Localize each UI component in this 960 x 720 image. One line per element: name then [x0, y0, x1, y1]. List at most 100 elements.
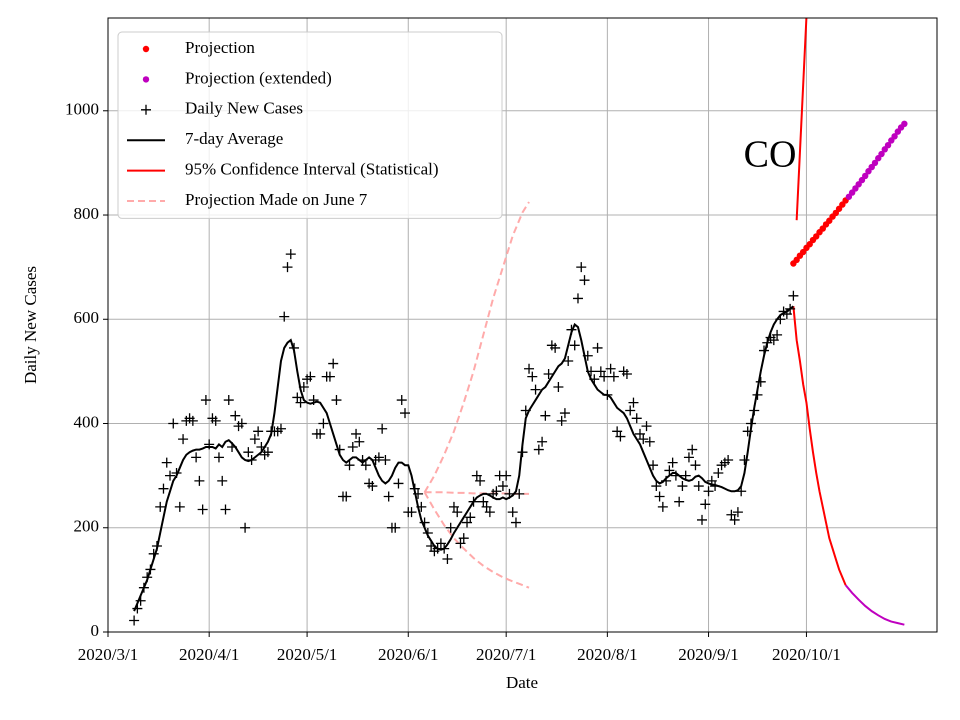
projection-point — [891, 133, 898, 140]
case-point — [628, 397, 639, 408]
case-point — [292, 392, 303, 403]
case-point — [295, 397, 306, 408]
case-point — [458, 533, 469, 544]
case-point — [383, 491, 394, 502]
case-point — [328, 358, 339, 369]
case-point — [138, 582, 149, 593]
case-point — [155, 501, 166, 512]
case-point — [785, 303, 796, 314]
case-point — [745, 418, 756, 429]
case-point — [693, 481, 704, 492]
case-point — [517, 447, 528, 458]
case-point — [191, 452, 202, 463]
case-point — [507, 507, 518, 518]
case-point — [145, 564, 156, 575]
case-point — [210, 415, 221, 426]
case-point — [543, 368, 554, 379]
case-point — [749, 405, 760, 416]
case-point — [576, 262, 587, 273]
case-point — [249, 434, 260, 445]
case-point — [158, 483, 169, 494]
case-point — [533, 444, 544, 455]
case-point — [582, 350, 593, 361]
case-point — [484, 507, 495, 518]
case-point — [732, 507, 743, 518]
case-point — [318, 418, 329, 429]
case-point — [592, 342, 603, 353]
case-point — [230, 410, 241, 421]
case-point — [282, 262, 293, 273]
x-tick-label: 2020/10/1 — [772, 645, 841, 664]
case-point — [664, 465, 675, 476]
case-point — [422, 527, 433, 538]
case-point — [334, 444, 345, 455]
plot-area — [129, 18, 908, 626]
legend-label: Daily New Cases — [185, 99, 303, 118]
case-point — [243, 447, 254, 458]
case-point — [781, 309, 792, 320]
case-point — [305, 371, 316, 382]
ticks: 0 200 400 600 800 1000 2020/3/1 2020/4/1 2020/5/… — [65, 100, 841, 664]
legend-marker — [141, 104, 151, 115]
case-point — [621, 368, 632, 379]
case-point — [524, 363, 535, 374]
case-point — [194, 475, 205, 486]
y-tick-label: 0 — [91, 621, 100, 640]
case-point — [556, 415, 567, 426]
legend-label: Projection Made on June 7 — [185, 190, 368, 209]
case-point — [448, 501, 459, 512]
case-point — [396, 395, 407, 406]
case-point — [706, 475, 717, 486]
case-point — [204, 439, 215, 450]
case-point — [677, 481, 688, 492]
case-point — [213, 452, 224, 463]
case-point — [644, 436, 655, 447]
case-point — [667, 457, 678, 468]
case-point — [559, 408, 570, 419]
case-point — [501, 470, 512, 481]
axes-frame — [107, 17, 938, 633]
case-point — [687, 444, 698, 455]
case-point — [759, 345, 770, 356]
case-point — [475, 475, 486, 486]
case-point — [537, 436, 548, 447]
case-point — [455, 538, 466, 549]
x-tick-label: 2020/8/1 — [577, 645, 637, 664]
y-tick-label: 200 — [74, 517, 100, 536]
case-point — [426, 540, 437, 551]
x-tick-label: 2020/4/1 — [179, 645, 239, 664]
case-point — [755, 376, 766, 387]
case-point — [285, 249, 296, 260]
x-tick-label: 2020/3/1 — [78, 645, 138, 664]
case-point — [510, 517, 521, 528]
case-point — [468, 496, 479, 507]
case-point — [262, 447, 273, 458]
case-point — [736, 486, 747, 497]
case-point — [670, 470, 681, 481]
case-point — [579, 275, 590, 286]
x-tick-label: 2020/6/1 — [378, 645, 438, 664]
y-tick-label: 400 — [74, 412, 100, 431]
y-axis-label: Daily New Cases — [21, 266, 40, 384]
legend-label: 7-day Average — [185, 129, 283, 148]
annotation: CO — [744, 134, 797, 176]
case-point — [680, 470, 691, 481]
case-point — [772, 329, 783, 340]
case-point — [569, 340, 580, 351]
case-point — [357, 454, 368, 465]
case-point — [631, 413, 642, 424]
case-point — [605, 363, 616, 374]
case-point — [648, 460, 659, 471]
case-point — [726, 509, 737, 520]
case-point — [608, 371, 619, 382]
case-point — [595, 366, 606, 377]
case-point — [178, 434, 189, 445]
legend-label: 95% Confidence Interval (Statistical) — [185, 160, 439, 179]
case-point — [527, 371, 538, 382]
case-point — [462, 517, 473, 528]
case-point — [514, 488, 525, 499]
case-point — [625, 405, 636, 416]
case-point — [683, 452, 694, 463]
case-point — [710, 481, 721, 492]
case-point — [762, 337, 773, 348]
